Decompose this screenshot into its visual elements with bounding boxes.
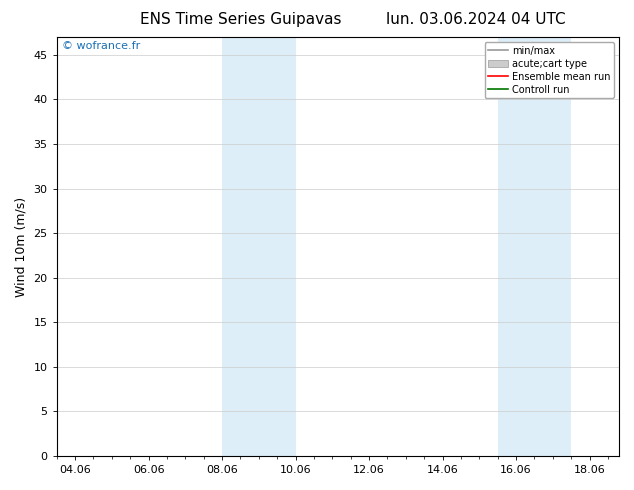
- Bar: [498, 37, 571, 456]
- Text: © wofrance.fr: © wofrance.fr: [62, 41, 141, 51]
- Text: ENS Time Series Guipavas: ENS Time Series Guipavas: [140, 12, 342, 27]
- Bar: [222, 37, 295, 456]
- Legend: min/max, acute;cart type, Ensemble mean run, Controll run: min/max, acute;cart type, Ensemble mean …: [484, 42, 614, 98]
- Text: lun. 03.06.2024 04 UTC: lun. 03.06.2024 04 UTC: [385, 12, 566, 27]
- Y-axis label: Wind 10m (m/s): Wind 10m (m/s): [15, 196, 28, 296]
